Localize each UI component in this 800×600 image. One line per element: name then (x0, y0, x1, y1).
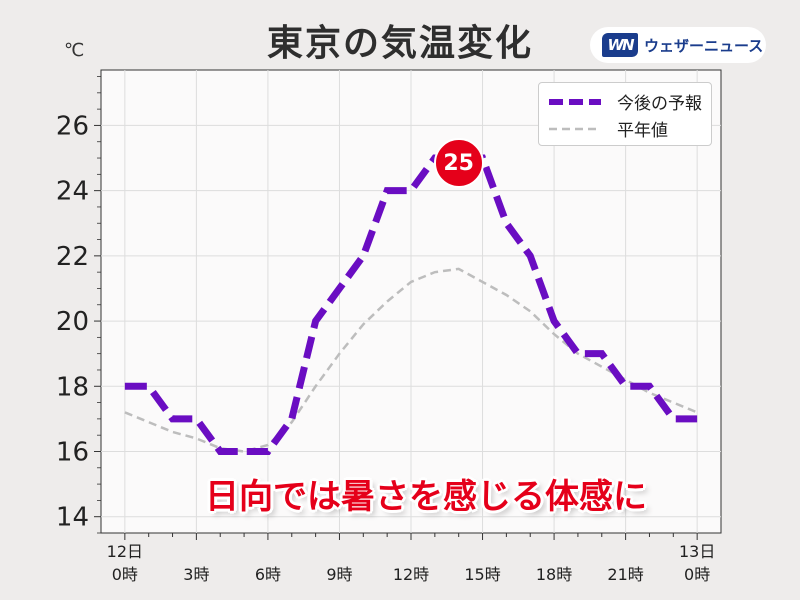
y-tick-label: 16 (56, 437, 89, 467)
legend-forecast-swatch (549, 98, 601, 105)
logo-text: ウェザーニュース (644, 36, 764, 55)
chart-legend: 今後の予報 平年値 (538, 82, 712, 146)
x-tick-label: 9時 (326, 565, 352, 584)
x-tick-label: 0時 (112, 565, 138, 584)
y-tick-label: 22 (56, 242, 89, 272)
y-tick-label: 24 (56, 177, 89, 207)
weathernews-logo: WN ウェザーニュース (590, 27, 766, 63)
y-tick-label: 26 (56, 111, 89, 141)
x-tick-label-date: 13日 (679, 542, 715, 561)
x-tick-label: 21時 (607, 565, 643, 584)
logo-mark-icon: WN (602, 33, 638, 57)
page-title: 東京の気温変化 (266, 23, 533, 64)
x-tick-label: 15時 (464, 565, 500, 584)
x-tick-label: 0時 (684, 565, 710, 584)
legend-item-normal: 平年値 (547, 116, 668, 141)
peak-temperature-badge: 25 (433, 138, 484, 189)
x-tick-label: 18時 (536, 565, 572, 584)
x-tick-label-date: 12日 (107, 542, 143, 561)
callout-text: 日向では暑さを感じる体感に (205, 477, 647, 517)
legend-forecast-label: 今後の予報 (617, 94, 702, 114)
series-forecast-line (124, 154, 698, 455)
y-tick-label: 14 (56, 503, 89, 533)
legend-normal-swatch (549, 127, 601, 130)
y-axis-unit: ℃ (64, 40, 85, 61)
series-normal-line (124, 267, 698, 453)
x-tick-label: 3時 (183, 565, 209, 584)
y-tick-label: 18 (56, 372, 89, 402)
x-tick-label: 12時 (393, 565, 429, 584)
y-tick-label: 20 (56, 307, 89, 337)
legend-item-forecast: 今後の予報 (547, 89, 702, 114)
x-tick-label: 6時 (255, 565, 281, 584)
legend-normal-label: 平年値 (617, 121, 668, 141)
